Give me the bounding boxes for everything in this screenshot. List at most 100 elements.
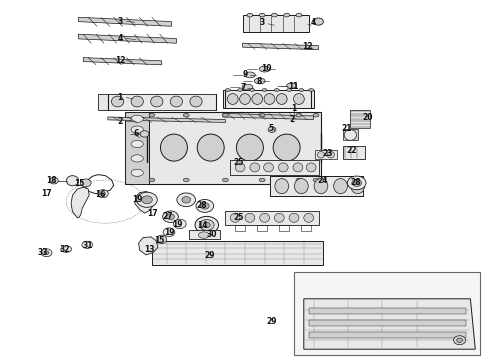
Polygon shape <box>135 192 154 213</box>
Ellipse shape <box>225 89 230 91</box>
Polygon shape <box>230 160 318 175</box>
Polygon shape <box>315 150 337 159</box>
Text: 1: 1 <box>118 93 122 102</box>
Text: 28: 28 <box>196 201 207 210</box>
Polygon shape <box>243 15 309 32</box>
Polygon shape <box>78 17 172 26</box>
Ellipse shape <box>314 179 328 194</box>
Ellipse shape <box>289 213 299 222</box>
Ellipse shape <box>240 94 250 104</box>
Ellipse shape <box>197 134 224 161</box>
Ellipse shape <box>157 235 167 244</box>
Text: 25: 25 <box>233 158 244 167</box>
Text: 2: 2 <box>118 117 122 126</box>
Polygon shape <box>108 117 225 122</box>
Ellipse shape <box>264 94 275 104</box>
Ellipse shape <box>161 134 187 161</box>
Ellipse shape <box>149 113 155 117</box>
Text: 14: 14 <box>197 221 208 230</box>
Ellipse shape <box>131 169 143 176</box>
Ellipse shape <box>247 13 253 17</box>
Ellipse shape <box>149 178 155 182</box>
Polygon shape <box>223 113 314 120</box>
Ellipse shape <box>309 89 314 91</box>
Text: 31: 31 <box>83 241 94 250</box>
Ellipse shape <box>167 214 174 220</box>
Ellipse shape <box>299 89 304 91</box>
Ellipse shape <box>237 134 264 161</box>
Ellipse shape <box>294 179 308 194</box>
Ellipse shape <box>313 178 319 182</box>
Text: 21: 21 <box>341 125 352 134</box>
Ellipse shape <box>199 220 214 230</box>
Bar <box>294 272 480 355</box>
Ellipse shape <box>457 338 463 342</box>
Ellipse shape <box>245 213 255 222</box>
Ellipse shape <box>274 213 284 222</box>
Polygon shape <box>225 211 318 225</box>
Ellipse shape <box>242 84 253 90</box>
Text: 15: 15 <box>154 236 165 245</box>
Ellipse shape <box>131 115 143 122</box>
Ellipse shape <box>273 134 300 161</box>
Polygon shape <box>83 58 162 65</box>
Ellipse shape <box>222 178 228 182</box>
Text: 11: 11 <box>288 82 298 91</box>
Polygon shape <box>343 129 358 140</box>
Ellipse shape <box>182 197 191 203</box>
Text: 32: 32 <box>59 245 70 253</box>
Ellipse shape <box>304 213 314 222</box>
Ellipse shape <box>296 113 302 117</box>
Ellipse shape <box>44 251 49 255</box>
Ellipse shape <box>163 211 178 222</box>
Text: 30: 30 <box>206 230 217 239</box>
Text: 2: 2 <box>289 115 294 124</box>
Polygon shape <box>78 34 176 43</box>
Ellipse shape <box>131 155 143 162</box>
Ellipse shape <box>222 113 228 117</box>
Ellipse shape <box>177 193 196 207</box>
Text: 23: 23 <box>322 149 333 158</box>
Text: 24: 24 <box>317 176 328 185</box>
Ellipse shape <box>137 192 157 207</box>
Ellipse shape <box>260 213 270 222</box>
Polygon shape <box>223 90 314 108</box>
Text: 22: 22 <box>346 146 357 155</box>
Ellipse shape <box>314 18 323 25</box>
Text: 3: 3 <box>118 17 122 26</box>
Polygon shape <box>147 112 321 184</box>
Text: 6: 6 <box>134 130 139 139</box>
Ellipse shape <box>313 113 319 117</box>
Text: 20: 20 <box>362 113 373 122</box>
Ellipse shape <box>235 163 245 172</box>
Polygon shape <box>343 146 365 159</box>
Text: 19: 19 <box>132 194 143 204</box>
Polygon shape <box>71 187 89 218</box>
Polygon shape <box>243 43 318 50</box>
Ellipse shape <box>287 89 292 91</box>
Ellipse shape <box>344 130 356 140</box>
Ellipse shape <box>264 163 273 172</box>
Ellipse shape <box>306 163 316 172</box>
Polygon shape <box>98 94 216 110</box>
Ellipse shape <box>296 13 302 17</box>
Polygon shape <box>152 241 323 265</box>
Ellipse shape <box>82 241 93 248</box>
Ellipse shape <box>142 196 152 204</box>
Polygon shape <box>309 320 466 326</box>
Ellipse shape <box>230 213 240 222</box>
Ellipse shape <box>100 192 105 195</box>
Text: 29: 29 <box>266 317 277 325</box>
Text: 16: 16 <box>95 190 106 199</box>
Polygon shape <box>139 237 158 255</box>
Text: 25: 25 <box>233 213 244 222</box>
Text: 12: 12 <box>115 57 125 66</box>
Ellipse shape <box>318 152 325 158</box>
Ellipse shape <box>293 163 303 172</box>
Ellipse shape <box>259 113 265 117</box>
Ellipse shape <box>227 94 238 104</box>
Polygon shape <box>270 176 363 196</box>
Ellipse shape <box>252 94 263 104</box>
Ellipse shape <box>250 163 260 172</box>
Ellipse shape <box>200 203 209 209</box>
